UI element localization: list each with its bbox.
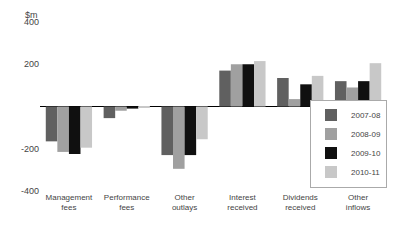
svg-text:$m: $m — [25, 10, 38, 20]
svg-text:2010-11: 2010-11 — [351, 168, 380, 177]
svg-text:-200: -200 — [21, 144, 39, 154]
svg-text:2009-10: 2009-10 — [351, 149, 381, 158]
svg-text:Performancefees: Performancefees — [104, 193, 150, 212]
svg-text:-400: -400 — [21, 186, 39, 196]
svg-text:Interestreceived: Interestreceived — [227, 193, 257, 212]
svg-text:2008-09: 2008-09 — [351, 130, 381, 139]
svg-text:Otherinflows: Otherinflows — [346, 193, 370, 212]
svg-text:2007-08: 2007-08 — [351, 111, 381, 120]
svg-text:Dividendsreceived: Dividendsreceived — [283, 193, 318, 212]
svg-text:Otheroutlays: Otheroutlays — [172, 193, 197, 212]
svg-text:400: 400 — [24, 17, 39, 27]
svg-text:Managementfees: Managementfees — [46, 193, 93, 212]
svg-text:200: 200 — [24, 59, 39, 69]
